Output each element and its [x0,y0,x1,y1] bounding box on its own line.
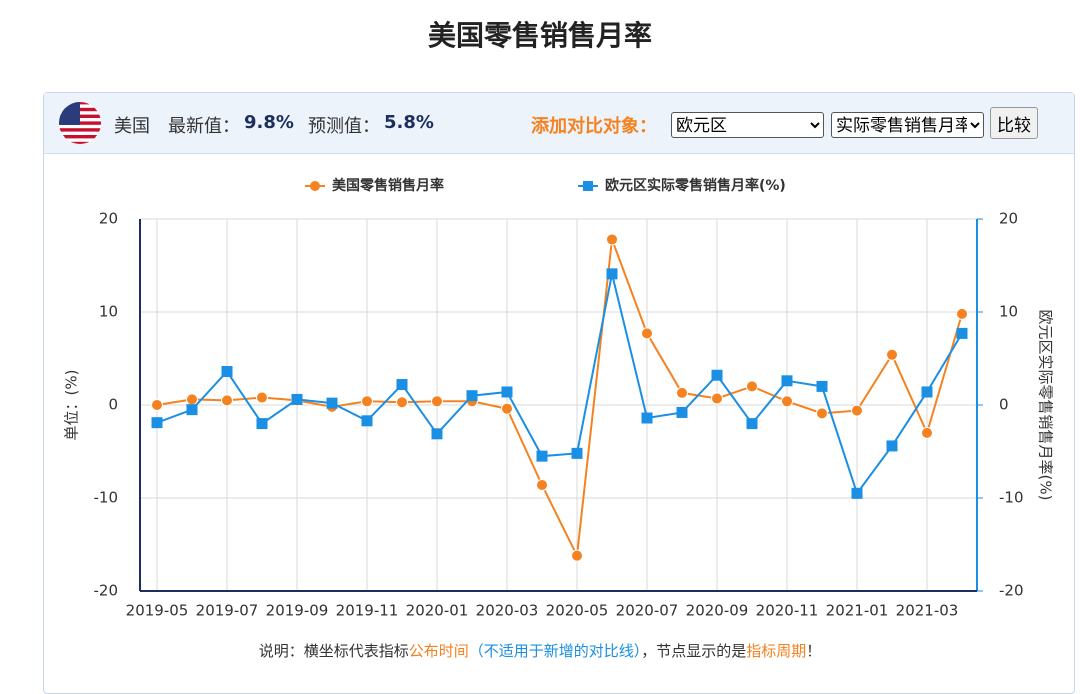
y-tick-label: 0 [108,396,118,414]
y-tick-label: -20 [94,582,119,600]
point [886,348,898,361]
point [396,396,408,409]
page: 美国零售销售月率 美国 最新值： 9.8% 预测值： 5.8% 添加对比对象： … [0,19,1080,694]
forecast-value: 5.8% [384,112,434,133]
x-tick-label: 2020-01 [406,602,469,620]
latest-value: 9.8% [244,112,294,133]
point [571,549,583,562]
x-tick-label: 2020-11 [756,602,819,620]
note-text: 说明：横坐标代表指标 [258,642,409,660]
chart: -20 -10 0 10 20 -20 -10 0 10 20 2019-05 2019-07 2019… [63,177,1055,620]
point [676,406,688,418]
legend-marker [583,181,593,191]
point [536,478,548,491]
legend-marker [310,181,320,191]
point [186,393,198,406]
point [151,399,163,411]
point [956,327,968,339]
country: 美国 [114,116,150,137]
y-axis-title: 单位：(%) [63,370,81,441]
y2-tick-label: 20 [999,210,1018,228]
note-text: ！ [806,642,822,660]
y2-tick-label: 10 [999,303,1018,321]
compare-label: 添加对比对象： [531,116,657,137]
point [606,233,618,246]
note-highlight: 公布时间 [408,642,469,660]
y2-axis-title: 欧元区实际零售销售月率(%) [1037,310,1055,501]
forecast-label: 预测值： [308,116,380,137]
point [711,369,723,381]
point [466,390,478,402]
point [221,366,233,378]
indicator-select[interactable]: 实际零售销售月率 [831,112,984,138]
x-tick-label: 2019-11 [336,602,399,620]
point [396,379,408,391]
point [816,380,828,392]
panel: 美国 最新值： 9.8% 预测值： 5.8% 添加对比对象： 欧元区 实际零售销… [43,92,1075,694]
point [711,392,723,405]
point [641,327,653,340]
point [956,307,968,320]
point [851,404,863,417]
point [571,447,583,459]
point [536,450,548,462]
point [431,428,443,440]
point [746,380,758,393]
point [291,393,303,405]
compare-button[interactable]: 比较 [990,107,1038,139]
point [781,395,793,408]
point [361,395,373,408]
x-tick-label: 2020-09 [686,602,749,620]
note-blue: （不适用于新增的对比线） [468,642,642,660]
point [606,268,618,280]
panel-header: 美国 最新值： 9.8% 预测值： 5.8% 添加对比对象： 欧元区 实际零售销… [44,93,1074,154]
point [816,407,828,420]
latest-label: 最新值： [168,116,240,137]
point [886,440,898,452]
point [641,412,653,424]
point [851,487,863,499]
point [781,375,793,387]
x-tick-label: 2019-09 [266,602,329,620]
y2-tick-label: -10 [999,489,1024,507]
y2-tick-label: -20 [999,582,1024,600]
note-highlight: 指标周期 [746,642,807,660]
x-tick-label: 2020-05 [546,602,609,620]
x-tick-label: 2021-01 [826,602,889,620]
point [676,386,688,399]
note-text: ，节点显示的是 [641,642,747,660]
point [151,417,163,429]
flag [59,102,101,144]
series-line [156,239,963,560]
point [256,418,268,430]
y-tick-label: 20 [99,210,118,228]
point [501,386,513,398]
point [921,386,933,398]
point [431,395,443,408]
page-title: 美国零售销售月率 [427,19,652,52]
point [921,426,933,439]
point [256,391,268,404]
legend-label: 欧元区实际零售销售月率(%) [605,177,786,194]
y-tick-label: 10 [99,303,118,321]
point [186,404,198,416]
x-tick-label: 2020-07 [616,602,679,620]
point [361,415,373,427]
x-tick-label: 2019-05 [126,602,189,620]
x-tick-label: 2021-03 [896,602,959,620]
y-tick-label: -10 [94,489,119,507]
legend-label: 美国零售销售月率 [332,177,444,194]
point [746,418,758,430]
point [221,394,233,407]
x-tick-label: 2019-07 [196,602,259,620]
note: 说明：横坐标代表指标公布时间（不适用于新增的对比线），节点显示的是指标周期！ [0,640,1080,661]
region-select[interactable]: 欧元区 [671,112,824,138]
point [501,402,513,415]
series-line [156,273,963,496]
y2-tick-label: 0 [999,396,1009,414]
x-tick-label: 2020-03 [476,602,539,620]
point [326,397,338,409]
